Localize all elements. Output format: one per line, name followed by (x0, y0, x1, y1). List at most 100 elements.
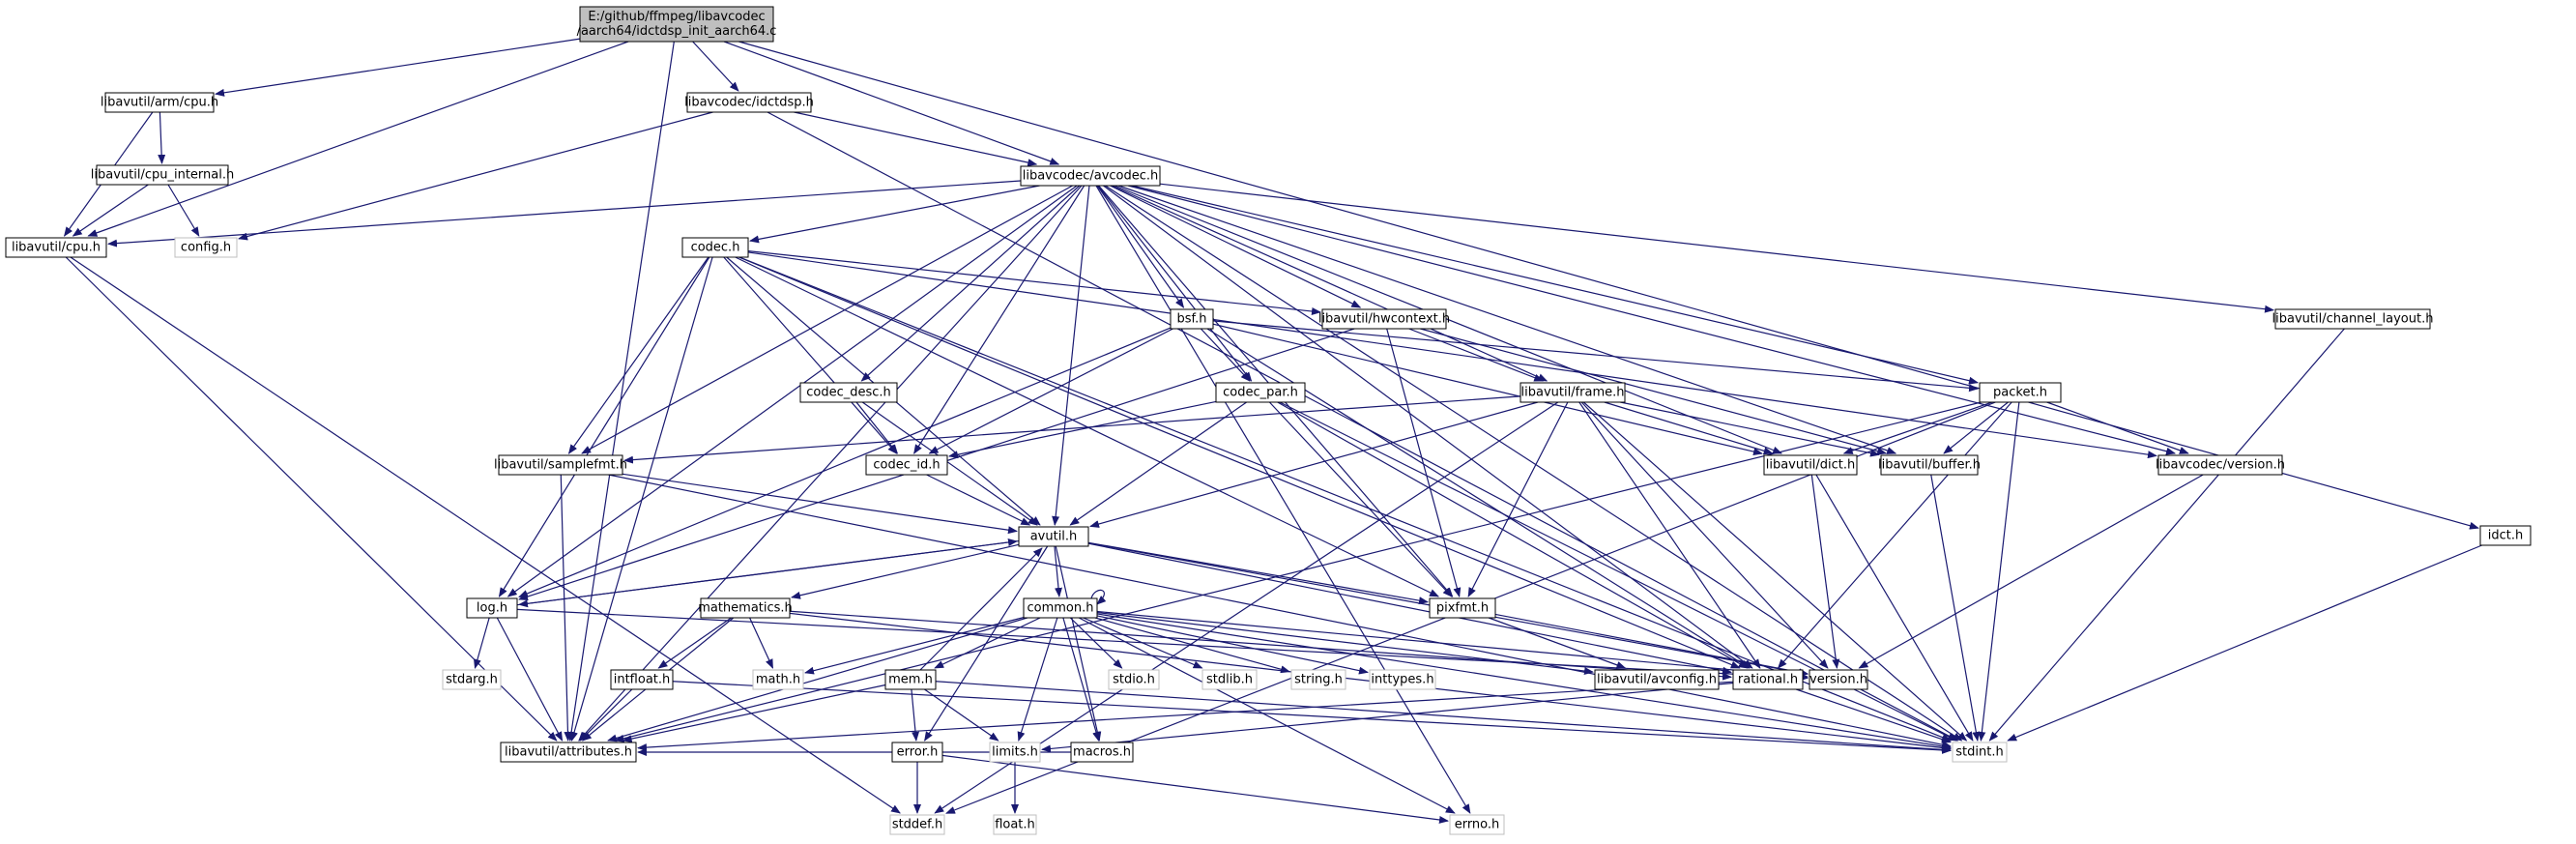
node-codec-desc[interactable]: codec_desc.h (799, 382, 898, 403)
node-version[interactable]: version.h (1809, 669, 1868, 690)
edge-mem-to-error (911, 688, 920, 742)
node-errno[interactable]: errno.h (1449, 814, 1505, 835)
edge-frame-to-dict (1604, 401, 1774, 455)
edge-avcodec-to-codec_desc (860, 185, 1081, 382)
node-rational[interactable]: rational.h (1732, 669, 1804, 690)
node-codec-id[interactable]: codec_id.h (865, 454, 948, 476)
edge-codec-to-stdint (738, 256, 1952, 742)
edge-common-to-stdio (1069, 617, 1123, 669)
node-mem[interactable]: mem.h (884, 669, 937, 690)
edge-common-to-common (1090, 589, 1107, 605)
node-log[interactable]: log.h (466, 597, 518, 619)
node-box (1979, 382, 2062, 403)
node-box (989, 742, 1041, 763)
edge-bsf-to-codec_id (928, 328, 1173, 454)
node-codec-par[interactable]: codec_par.h (1215, 382, 1306, 403)
edge-cpu_internal-to-config (167, 184, 200, 237)
edge-avcodec-to-attributes (578, 185, 1083, 742)
node-box (2479, 525, 2532, 546)
node-idct[interactable]: idct.h (2479, 525, 2532, 546)
node-box (1952, 742, 2008, 763)
node-box (104, 92, 215, 113)
node-math[interactable]: math.h (752, 669, 804, 690)
node-error[interactable]: error.h (891, 742, 943, 763)
node-avcodec[interactable]: libavcodec/avcodec.h (1020, 165, 1161, 187)
node-inttypes[interactable]: inttypes.h (1369, 669, 1436, 690)
node-arm-cpu[interactable]: libavutil/arm/cpu.h (101, 92, 218, 113)
node-label: float.h (995, 818, 1035, 832)
edge-frame-to-rational (1578, 401, 1761, 669)
node-dict[interactable]: libavutil/dict.h (1763, 454, 1858, 476)
node-buffer[interactable]: libavutil/buffer.h (1878, 454, 1981, 476)
node-stddef[interactable]: stddef.h (889, 814, 945, 835)
node-label: libavutil/buffer.h (1878, 458, 1981, 473)
node-label: limits.h (992, 745, 1038, 760)
edge-avcodec-to-frame (1112, 185, 1548, 382)
edge-avcodec-to-hwcontext (1110, 185, 1362, 308)
node-box (2274, 308, 2431, 330)
node-pixfmt[interactable]: pixfmt.h (1429, 597, 1496, 619)
edge-buffer-to-stdint (1930, 474, 1981, 742)
edge-intfloat-to-attributes (579, 688, 633, 742)
node-idctdsp[interactable]: libavcodec/idctdsp.h (684, 92, 814, 113)
node-config[interactable]: config.h (174, 237, 238, 258)
node-common[interactable]: common.h (1023, 597, 1098, 619)
edge-avcodec-to-channel_layout (1159, 183, 2274, 313)
node-stdlib[interactable]: stdlib.h (1201, 669, 1258, 690)
node-box (1070, 742, 1134, 763)
node-codec[interactable]: codec.h (681, 237, 749, 258)
node-samplefmt[interactable]: libavutil/samplefmt.h (494, 454, 627, 476)
edge-arm_cpu-to-cpu_internal (158, 111, 166, 164)
node-box (174, 237, 238, 258)
node-stdarg[interactable]: stdarg.h (442, 669, 502, 690)
edge-codec_par-to-stdint (1279, 401, 1957, 742)
node-box (466, 597, 518, 619)
node-string[interactable]: string.h (1290, 669, 1346, 690)
node-label: stdarg.h (446, 673, 498, 687)
node-intfloat[interactable]: intfloat.h (610, 669, 674, 690)
node-box (1170, 308, 1214, 330)
edge-codec-to-attributes (570, 256, 713, 742)
node-avc-version[interactable]: libavcodec/version.h (2156, 454, 2285, 476)
edge-frame-to-samplefmt (623, 395, 1521, 464)
node-float[interactable]: float.h (993, 814, 1037, 835)
edge-codec-to-rational (738, 256, 1741, 669)
edge-avcodec-to-bsf (1096, 185, 1185, 308)
edge-bsf-to-log (518, 327, 1172, 597)
node-box (2157, 454, 2283, 476)
node-stdio[interactable]: stdio.h (1108, 669, 1160, 690)
node-cpu-internal[interactable]: libavutil/cpu_internal.h (91, 164, 234, 186)
node-label: stdio.h (1113, 673, 1155, 687)
node-avutil[interactable]: avutil.h (1018, 526, 1089, 547)
node-limits[interactable]: limits.h (989, 742, 1041, 763)
node-box (889, 814, 945, 835)
node-attributes[interactable]: libavutil/attributes.h (500, 742, 637, 763)
node-root[interactable]: E:/github/ffmpeg/libavcodec/aarch64/idct… (577, 6, 777, 43)
node-box (1023, 597, 1098, 619)
node-frame[interactable]: libavutil/frame.h (1520, 382, 1626, 403)
node-box (1020, 165, 1161, 187)
edge-codec-to-avc_version (747, 251, 2157, 459)
edge-samplefmt-to-attributes (560, 474, 572, 742)
node-channel-layout[interactable]: libavutil/channel_layout.h (2272, 308, 2434, 330)
edge-bsf-to-rational (1206, 328, 1751, 669)
edge-packet-to-buffer (1943, 401, 2009, 454)
node-cpu[interactable]: libavutil/cpu.h (5, 237, 107, 258)
node-label: codec.h (691, 241, 740, 255)
node-box (700, 597, 791, 619)
edge-cpu_internal-to-cpu (72, 184, 149, 237)
node-hwcontext[interactable]: libavutil/hwcontext.h (1318, 308, 1450, 330)
edge-frame-to-version (1580, 401, 1829, 669)
node-bsf[interactable]: bsf.h (1170, 308, 1214, 330)
node-mathematics[interactable]: mathematics.h (698, 597, 793, 619)
edge-codec_desc-to-avutil (861, 401, 1038, 526)
edge-rational-to-limits (1041, 682, 1734, 753)
node-stdint[interactable]: stdint.h (1952, 742, 2008, 763)
node-macros[interactable]: macros.h (1070, 742, 1134, 763)
node-label: libavcodec/version.h (2156, 458, 2285, 473)
edge-bsf-to-codec_par (1200, 328, 1251, 382)
node-avconfig[interactable]: libavutil/avconfig.h (1594, 669, 1720, 690)
edge-avcodec-to-log (507, 185, 1078, 597)
node-label: macros.h (1073, 745, 1131, 760)
node-packet[interactable]: packet.h (1979, 382, 2062, 403)
